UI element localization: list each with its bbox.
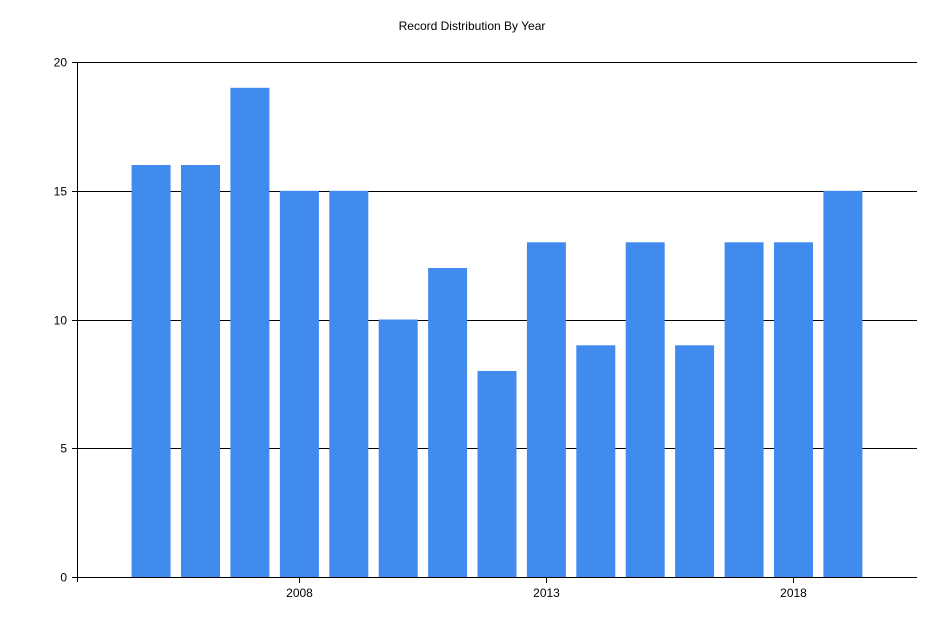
bar-2007 — [230, 87, 270, 578]
bar-2010 — [378, 319, 418, 577]
y-tick-labels: 0 5 10 15 20 — [54, 56, 68, 585]
x-tick-labels: 2008 2013 2018 — [286, 586, 807, 600]
bar-2005 — [131, 165, 171, 577]
bar-2016 — [675, 345, 715, 578]
bar-2015 — [625, 242, 665, 578]
x-tick-label-2013: 2013 — [533, 586, 560, 600]
bar-2017 — [724, 242, 764, 578]
chart-title: Record Distribution By Year — [399, 19, 546, 33]
y-tick-label-0: 0 — [60, 571, 67, 585]
y-tick-label-15: 15 — [54, 185, 68, 199]
bar-2018 — [774, 242, 813, 578]
y-tick-label-20: 20 — [54, 56, 68, 70]
bars — [131, 87, 863, 578]
y-tick-label-10: 10 — [54, 314, 68, 328]
bar-2014 — [576, 345, 616, 578]
bar-2011 — [428, 268, 468, 577]
bar-2008 — [279, 190, 319, 578]
x-tick-label-2008: 2008 — [286, 586, 313, 600]
bar-2013 — [526, 242, 566, 578]
bar-2019 — [823, 190, 863, 578]
bar-2012 — [477, 371, 517, 577]
bar-2006 — [181, 165, 220, 577]
x-tick-label-2018: 2018 — [780, 586, 807, 600]
bar-2009 — [329, 190, 369, 578]
y-tick-label-5: 5 — [60, 442, 67, 456]
axes — [72, 62, 917, 583]
